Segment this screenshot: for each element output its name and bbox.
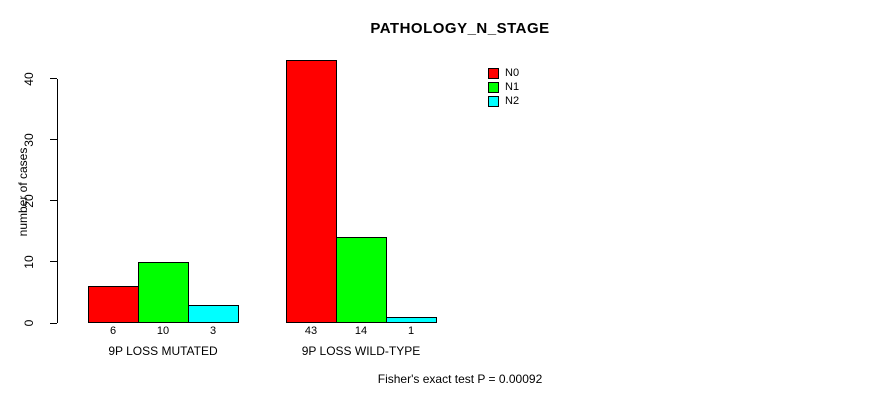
- bar-value-label: 1: [407, 325, 415, 337]
- bar-n0-9p-loss-wild-type: [286, 60, 337, 323]
- legend: N0 N1 N2: [488, 66, 519, 108]
- legend-label: N1: [505, 81, 520, 93]
- legend-item-n2: N2: [488, 94, 519, 108]
- bar-n0-9p-loss-mutated: [88, 286, 139, 323]
- y-tick: [50, 322, 57, 324]
- category-label-9p-loss-mutated: 9P LOSS MUTATED: [108, 344, 218, 358]
- y-tick-label: 40: [22, 71, 36, 86]
- legend-item-n0: N0: [488, 66, 519, 80]
- y-tick: [50, 200, 57, 202]
- legend-swatch-n0: [488, 67, 499, 79]
- bar-n1-9p-loss-mutated: [138, 262, 189, 323]
- bar-value-label: 14: [354, 325, 368, 337]
- bar-value-label: 10: [156, 325, 170, 337]
- footnote: Fisher's exact test P = 0.00092: [377, 372, 543, 386]
- bar-n1-9p-loss-wild-type: [336, 237, 387, 323]
- legend-swatch-n1: [488, 81, 499, 93]
- bar-n2-9p-loss-mutated: [188, 305, 239, 323]
- legend-label: N0: [505, 67, 520, 79]
- y-tick: [50, 261, 57, 263]
- category-label-9p-loss-wild-type: 9P LOSS WILD-TYPE: [301, 344, 421, 358]
- chart-title: PATHOLOGY_N_STAGE: [370, 20, 550, 37]
- y-tick: [50, 139, 57, 141]
- legend-label: N2: [505, 95, 520, 107]
- bar-value-label: 43: [304, 325, 318, 337]
- legend-item-n1: N1: [488, 80, 519, 94]
- y-tick-label: 20: [22, 194, 36, 208]
- bar-value-label: 6: [109, 325, 117, 337]
- bar-value-label: 3: [209, 325, 217, 337]
- y-tick-label: 0: [22, 319, 36, 327]
- y-tick-label: 10: [22, 255, 36, 269]
- bar-n2-9p-loss-wild-type: [386, 317, 437, 323]
- legend-swatch-n2: [488, 95, 499, 107]
- y-tick-label: 30: [22, 132, 36, 147]
- y-tick: [50, 78, 57, 79]
- y-axis-line: [57, 78, 58, 323]
